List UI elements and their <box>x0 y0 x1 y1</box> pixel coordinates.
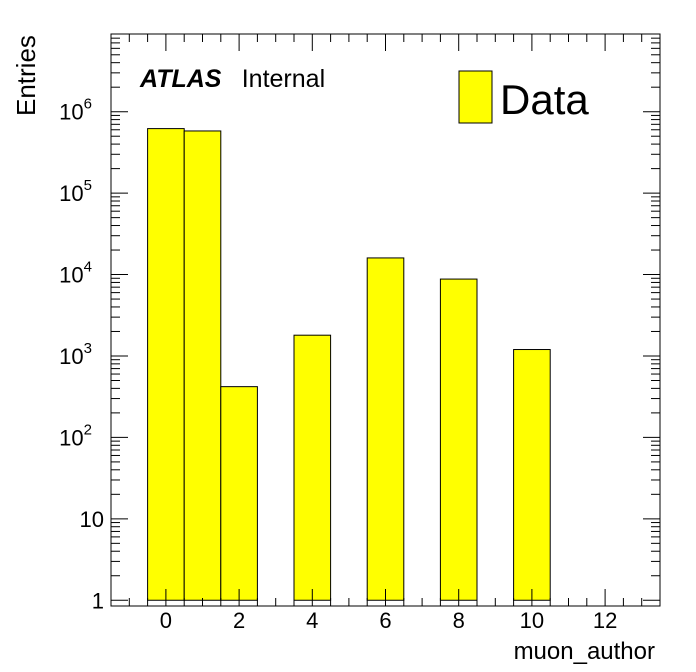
bar-bin-10 <box>513 349 551 601</box>
bar-bin-6 <box>366 257 405 601</box>
y-tick-label: 102 <box>59 421 92 450</box>
atlas-label-text: Internal <box>242 65 325 93</box>
y-tick-label: 106 <box>59 96 92 125</box>
bar-bin-1 <box>183 130 222 601</box>
x-tick-label: 8 <box>453 608 465 633</box>
legend: Data <box>458 70 589 124</box>
x-tick-label: 12 <box>593 608 617 633</box>
x-axis-label: muon_author <box>514 638 655 665</box>
atlas-label: ATLAS Internal <box>139 65 325 93</box>
bar-bin-4 <box>293 334 332 601</box>
x-tick-labels-group: 0 2 4 6 8 10 12 <box>160 608 618 633</box>
y-tick-label: 104 <box>59 259 92 288</box>
y-tick-label: 1 <box>92 588 104 613</box>
legend-swatch-data <box>458 70 493 124</box>
atlas-label-bold: ATLAS <box>139 65 222 93</box>
bar-bin-2 <box>220 386 258 601</box>
x-tick-label: 0 <box>160 608 172 633</box>
x-tick-label: 6 <box>379 608 391 633</box>
y-tick-labels-group: 1 10 102 103 104 105 106 <box>59 96 104 614</box>
legend-label-data: Data <box>500 76 589 123</box>
bars-group <box>147 128 551 601</box>
y-tick-label: 105 <box>59 177 92 206</box>
plot-frame <box>110 33 661 607</box>
y-tick-label: 10 <box>80 507 104 532</box>
y-tick-label: 103 <box>59 340 92 369</box>
bar-bin-0 <box>147 128 185 601</box>
x-tick-label: 2 <box>233 608 245 633</box>
y-axis-label: Entries <box>11 35 41 116</box>
x-tick-label: 4 <box>306 608 318 633</box>
bar-bin-8 <box>439 278 478 601</box>
axis-ticks-group <box>111 33 661 606</box>
x-tick-label: 10 <box>520 608 544 633</box>
